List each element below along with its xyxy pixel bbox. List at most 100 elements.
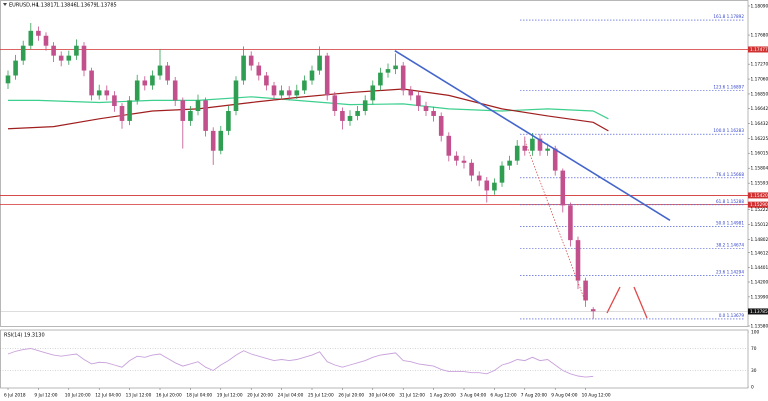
- candle-body: [317, 55, 322, 71]
- candle-body: [575, 240, 581, 281]
- price-tag: [748, 308, 768, 315]
- rsi-tick-label: 70: [751, 346, 757, 352]
- rsi-tick-label: 100: [751, 330, 759, 336]
- candle-body: [537, 138, 543, 151]
- candle-body: [385, 69, 391, 73]
- y-tick-label: 1.16432: [751, 121, 768, 127]
- x-tick-label: 10 Aug 12:00: [582, 393, 611, 399]
- y-tick-label: 1.14200: [751, 280, 768, 286]
- candle-body: [590, 309, 596, 312]
- candle-body: [522, 145, 528, 151]
- candle-body: [5, 75, 11, 84]
- candle-body: [43, 35, 49, 46]
- y-tick-label: 1.17680: [751, 33, 768, 39]
- candle-body: [461, 160, 467, 163]
- rsi-title: RSI(14) 19.3130: [4, 333, 45, 339]
- candle-body: [203, 100, 208, 131]
- candle-body: [81, 45, 87, 71]
- candle-body: [583, 280, 588, 301]
- x-tick-label: 19 Jul 12:00: [217, 393, 243, 399]
- candle-body: [134, 80, 140, 101]
- fib-label: 38.2 1.14674: [716, 242, 744, 247]
- y-tick-label: 1.14802: [751, 237, 768, 243]
- candle-body: [112, 95, 117, 107]
- arrow: [633, 286, 648, 319]
- rsi-frame: [0, 329, 749, 389]
- candle-body: [119, 106, 125, 121]
- candle-body: [408, 90, 414, 96]
- candle-body: [58, 55, 64, 61]
- candle-body: [416, 95, 421, 107]
- y-tick-label: 1.16225: [751, 136, 768, 142]
- candle-body: [530, 138, 535, 151]
- candle-body: [499, 165, 505, 183]
- x-tick-label: 9 Aug 04:00: [551, 393, 578, 399]
- candle-body: [340, 110, 345, 121]
- candle-body: [514, 145, 520, 161]
- candle-body: [210, 130, 216, 151]
- fib-label: 76.4 1.15668: [716, 172, 744, 177]
- x-tick-label: 7 Aug 20:00: [521, 393, 548, 399]
- candle-body: [393, 65, 398, 70]
- x-tick-label: 24 Jul 04:00: [278, 393, 304, 399]
- candle-body: [13, 60, 18, 76]
- candle-body: [507, 160, 512, 166]
- trendline: [524, 140, 586, 301]
- fib-label: 123.6 1.16897: [713, 85, 744, 90]
- level-tag: [748, 192, 768, 199]
- y-tick-label: 1.17060: [751, 77, 768, 83]
- high-value: 1.13846: [56, 3, 77, 9]
- candle-body: [127, 100, 132, 121]
- arrow: [606, 286, 621, 314]
- y-tick-label: 1.16015: [751, 151, 768, 157]
- candle-body: [492, 182, 497, 191]
- candle-body: [172, 80, 178, 101]
- x-tick-label: 20 Jul 20:00: [247, 393, 273, 399]
- candle-body: [96, 90, 102, 96]
- close-value: 1.13785: [96, 3, 117, 9]
- candle-body: [104, 90, 110, 96]
- candle-body: [347, 115, 353, 121]
- candle-body: [89, 70, 94, 96]
- moving-average: [7, 88, 609, 132]
- y-tick-label: 1.16850: [751, 91, 768, 97]
- x-tick-label: 18 Jul 04:00: [186, 393, 212, 399]
- moving-average: [8, 96, 609, 120]
- candle-body: [332, 95, 338, 111]
- x-tick-label: 9 Jul 12:00: [34, 393, 57, 399]
- low-value: 1.13679: [76, 3, 97, 9]
- candle-body: [552, 148, 558, 171]
- candle-body: [271, 85, 277, 96]
- x-tick-label: 12 Jul 04:00: [95, 393, 121, 399]
- candle-body: [294, 90, 300, 96]
- candle-body: [256, 65, 262, 76]
- fib-label: 61.8 1.15288: [716, 199, 744, 204]
- candle-body: [188, 110, 193, 121]
- candle-body: [370, 85, 376, 101]
- candle-body: [226, 110, 231, 131]
- candle-body: [309, 70, 315, 81]
- x-tick-label: 30 Jul 04:00: [369, 393, 395, 399]
- candle-body: [362, 100, 368, 111]
- x-tick-label: 31 Jul 12:00: [399, 393, 425, 399]
- rsi-tick-label: 0: [751, 385, 754, 391]
- y-tick-label: 1.15222: [751, 207, 768, 213]
- candle-body: [241, 55, 246, 81]
- y-tick-label: 1.17270: [751, 62, 768, 68]
- candle-body: [28, 30, 34, 46]
- x-tick-label: 1 Aug 20:00: [430, 393, 457, 399]
- candle-body: [355, 110, 360, 116]
- candle-body: [560, 170, 566, 206]
- candle-body: [195, 100, 201, 111]
- x-tick-label: 6 Jul 2018: [4, 393, 26, 399]
- candle-body: [20, 45, 26, 61]
- fib-label: 23.6 1.14294: [716, 269, 744, 274]
- y-tick-label: 1.13580: [751, 324, 768, 330]
- candle-body: [51, 45, 56, 56]
- candle-body: [66, 55, 72, 61]
- y-tick-label: 1.16642: [751, 106, 768, 112]
- candle-body: [165, 65, 170, 81]
- candle-body: [423, 106, 429, 111]
- y-tick-label: 1.14401: [751, 265, 768, 271]
